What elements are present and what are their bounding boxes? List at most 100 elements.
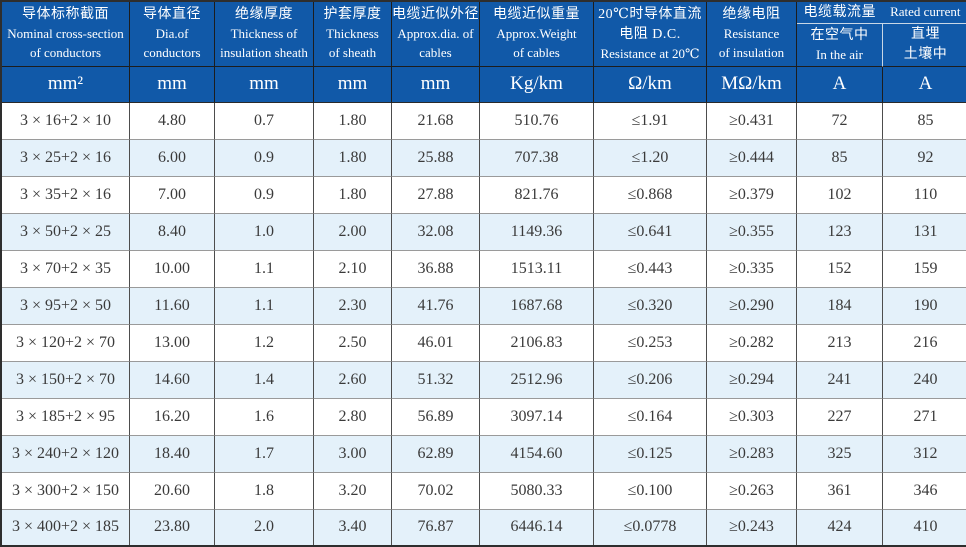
table-cell: 32.08 [392, 213, 480, 251]
table-cell: 3 × 300+2 × 150 [2, 472, 130, 510]
table-cell: 0.7 [215, 102, 314, 140]
table-row: 3 × 150+2 × 70 14.60 1.4 2.60 51.32 2512.96 ≤0… [2, 361, 966, 399]
table-cell: 3.40 [314, 509, 392, 545]
table-cell: 1.6 [215, 398, 314, 436]
col-header-insulation-thickness: 绝缘厚度 Thickness of insulation sheath [215, 2, 314, 67]
table-cell: 1513.11 [480, 250, 594, 288]
table-cell: ≤0.100 [594, 472, 707, 510]
table-cell: 2.30 [314, 287, 392, 325]
header-line-zh: 电缆近似重量 [493, 7, 580, 23]
table-cell: 46.01 [392, 324, 480, 362]
table-cell: 41.76 [392, 287, 480, 325]
header-line-zh: 直埋 [911, 27, 940, 42]
table-cell: 1.80 [314, 102, 392, 140]
header-line-en: of conductors [29, 44, 102, 60]
table-cell: 0.9 [215, 176, 314, 214]
table-row: 3 × 70+2 × 35 10.00 1.1 2.10 36.88 1513.11 ≤0.… [2, 250, 966, 288]
table-cell: 123 [797, 213, 883, 251]
table-cell: 3 × 150+2 × 70 [2, 361, 130, 399]
table-cell: ≥0.294 [707, 361, 797, 399]
table-cell: 110 [883, 176, 966, 214]
table-cell: 70.02 [392, 472, 480, 510]
table-cell: 16.20 [130, 398, 215, 436]
table-cell: 6.00 [130, 139, 215, 177]
table-cell: 14.60 [130, 361, 215, 399]
table-body: 3 × 16+2 × 10 4.80 0.7 1.80 21.68 510.76 ≤1.91… [2, 102, 966, 545]
table-cell: 3 × 240+2 × 120 [2, 435, 130, 473]
table-cell: 27.88 [392, 176, 480, 214]
col-header-approx-dia: 电缆近似外径 Approx.dia. of cables [392, 2, 480, 67]
table-cell: 51.32 [392, 361, 480, 399]
table-cell: 3097.14 [480, 398, 594, 436]
table-cell: 190 [883, 287, 966, 325]
table-cell: 3.20 [314, 472, 392, 510]
table-cell: 4.80 [130, 102, 215, 140]
table-cell: 325 [797, 435, 883, 473]
header-line-en: Thickness of [230, 26, 298, 42]
unit-cell: mm [215, 66, 314, 103]
header-row-sub: 在空气中 In the air 直埋 土壤中 [2, 24, 966, 67]
table-row: 3 × 95+2 × 50 11.60 1.1 2.30 41.76 1687.68 ≤0.… [2, 287, 966, 325]
table-cell: 1.1 [215, 287, 314, 325]
table-cell: 85 [797, 139, 883, 177]
table-cell: 3 × 25+2 × 16 [2, 139, 130, 177]
table-cell: 1.7 [215, 435, 314, 473]
table-header: 导体标称截面 Nominal cross-section of conducto… [2, 2, 966, 103]
table-cell: 271 [883, 398, 966, 436]
col-header-approx-weight: 电缆近似重量 Approx.Weight of cables [480, 2, 594, 67]
unit-cell: Ω/km [594, 66, 707, 103]
table-cell: 25.88 [392, 139, 480, 177]
table-cell: 152 [797, 250, 883, 288]
table-cell: ≤0.206 [594, 361, 707, 399]
header-line-zh: 20℃时导体直流 [598, 6, 702, 22]
table-row: 3 × 120+2 × 70 13.00 1.2 2.50 46.01 2106.83 ≤0… [2, 324, 966, 362]
table-cell: 1.4 [215, 361, 314, 399]
table-row: 3 × 185+2 × 95 16.20 1.6 2.80 56.89 3097.14 ≤0… [2, 398, 966, 436]
table-cell: 3.00 [314, 435, 392, 473]
table-cell: 3 × 16+2 × 10 [2, 102, 130, 140]
table-cell: 1149.36 [480, 213, 594, 251]
table-cell: 20.60 [130, 472, 215, 510]
header-line-en: Dia.of [155, 26, 189, 42]
header-row-main: 导体标称截面 Nominal cross-section of conducto… [2, 2, 966, 67]
table-cell: 2.00 [314, 213, 392, 251]
table-cell: ≥0.379 [707, 176, 797, 214]
header-line-zh: 电缆近似外径 [392, 7, 479, 23]
table-cell: ≤0.0778 [594, 509, 707, 545]
table-cell: 21.68 [392, 102, 480, 140]
units-row: mm² mm mm mm mm Kg/km Ω/km MΩ/km A A [2, 66, 966, 103]
col-header-cross-section: 导体标称截面 Nominal cross-section of conducto… [2, 2, 130, 67]
table-cell: ≥0.303 [707, 398, 797, 436]
col-header-rated-current-group: 电缆载流量 Rated current [797, 2, 966, 24]
unit-cell: A [797, 66, 883, 103]
table-cell: 510.76 [480, 102, 594, 140]
header-line-zh: 在空气中 [810, 27, 869, 43]
table-cell: 159 [883, 250, 966, 288]
table-cell: 1687.68 [480, 287, 594, 325]
table-cell: ≥0.444 [707, 139, 797, 177]
table-cell: 240 [883, 361, 966, 399]
table-cell: 2.0 [215, 509, 314, 545]
table-cell: 2106.83 [480, 324, 594, 362]
unit-cell: mm [130, 66, 215, 103]
table-cell: 2.10 [314, 250, 392, 288]
table-cell: 18.40 [130, 435, 215, 473]
col-header-buried: 直埋 土壤中 [883, 24, 966, 67]
table-cell: ≤0.641 [594, 213, 707, 251]
table-cell: 3 × 400+2 × 185 [2, 509, 130, 545]
header-line-en: insulation sheath [220, 44, 308, 60]
unit-cell: mm [314, 66, 392, 103]
table-cell: 10.00 [130, 250, 215, 288]
table-cell: 3 × 95+2 × 50 [2, 287, 130, 325]
table-cell: 7.00 [130, 176, 215, 214]
col-header-conductor-dia: 导体直径 Dia.of conductors [130, 2, 215, 67]
table-cell: 1.80 [314, 139, 392, 177]
table-cell: 184 [797, 287, 883, 325]
table-cell: 23.80 [130, 509, 215, 545]
table-cell: 227 [797, 398, 883, 436]
table-cell: 3 × 70+2 × 35 [2, 250, 130, 288]
table-cell: ≤0.320 [594, 287, 707, 325]
table-cell: 213 [797, 324, 883, 362]
header-line-en: Resistance at 20℃ [600, 45, 700, 61]
table-row: 3 × 25+2 × 16 6.00 0.9 1.80 25.88 707.38 ≤1.20… [2, 139, 966, 177]
